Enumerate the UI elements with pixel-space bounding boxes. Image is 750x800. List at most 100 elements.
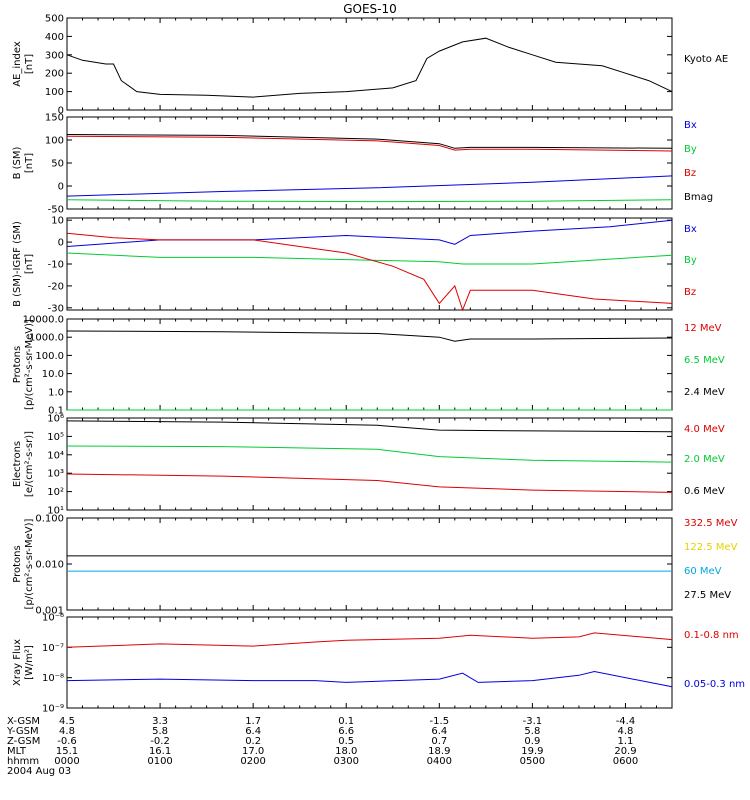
y-axis-label: Electrons xyxy=(12,441,23,487)
x-row-label: X-GSM xyxy=(7,716,40,727)
y-tick-label: -10 xyxy=(48,260,64,271)
series-line-2-4-mev xyxy=(66,330,673,342)
x-row-value: 0.5 xyxy=(338,736,354,747)
x-row-value: 4.8 xyxy=(59,726,75,737)
panel-frame xyxy=(66,616,673,709)
series-line-bx xyxy=(66,175,673,197)
legend-label: 332.5 MeV xyxy=(684,518,738,529)
y-tick-label: 10.0 xyxy=(42,369,64,380)
y-tick-label: 10⁻⁷ xyxy=(42,643,64,654)
y-tick-label: 50 xyxy=(51,159,64,170)
x-row-value: -0.6 xyxy=(57,736,77,747)
y-axis-label: Protons xyxy=(12,545,23,582)
x-row-value: 5.8 xyxy=(152,726,168,737)
x-row-value: 17.0 xyxy=(242,746,264,757)
x-row-label: hhmm xyxy=(7,756,39,767)
x-row-label: Y-GSM xyxy=(6,726,39,737)
x-row-value: -1.5 xyxy=(430,716,450,727)
series-line-bx xyxy=(66,219,673,247)
legend-label: 2.0 MeV xyxy=(684,454,725,465)
y-tick-label: 10² xyxy=(47,487,64,498)
y-tick-label: 500 xyxy=(45,14,64,25)
y-tick-label: 400 xyxy=(45,32,64,43)
x-row-value: 0.1 xyxy=(338,716,354,727)
series-line-0-1-0-8-nm xyxy=(66,632,673,648)
y-tick-label: 10⁻⁶ xyxy=(42,613,64,624)
panel-xray: 10⁻⁶ 10⁻⁷ 10⁻⁸ 10⁻⁹ Xray Flux [W/m²] 0.1-0.8 n… xyxy=(12,613,745,715)
legend-label: Bz xyxy=(684,287,696,298)
x-row-value: 0400 xyxy=(427,756,452,767)
y-tick-label: 10⁴ xyxy=(47,450,64,461)
x-row-value: 1.1 xyxy=(618,736,634,747)
y-tick-label: 10³ xyxy=(47,469,64,480)
y-tick-label: 0 xyxy=(58,106,64,117)
x-row-label: Z-GSM xyxy=(7,736,40,747)
panel-frame xyxy=(66,517,673,611)
x-axis-labels: X-GSM 4.5 3.3 1.7 0.1 -1.5 -3.1 -4.4 Y-GSM 4.8 5.8… xyxy=(6,716,638,777)
x-row-value: -3.1 xyxy=(523,716,543,727)
y-tick-label: 100 xyxy=(45,87,64,98)
legend-label: 27.5 MeV xyxy=(684,590,731,601)
y-tick-label: 150 xyxy=(45,113,64,124)
panel-frame xyxy=(66,17,673,111)
y-tick-label: 0 xyxy=(58,238,64,249)
legend-label: 4.0 MeV xyxy=(684,424,725,435)
panel-bsm: 150 100 50 0 -50 B (SM) [nT] Bx By Bz Bmag xyxy=(12,113,713,216)
x-row-value: 4.8 xyxy=(618,726,634,737)
y-tick-label: 10 xyxy=(51,216,64,227)
series-line-2-0-mev xyxy=(66,445,673,463)
series-line-by xyxy=(66,252,673,265)
y-axis-label: [nT] xyxy=(24,54,35,74)
series-line-0-6-mev xyxy=(66,420,673,433)
x-row-value: 0.2 xyxy=(245,736,261,747)
legend-label: 0.6 MeV xyxy=(684,486,725,497)
series-line-by xyxy=(66,199,673,203)
x-row-value: 18.9 xyxy=(428,746,450,757)
y-tick-label: 1.0 xyxy=(48,387,64,398)
panel-protons-low: 10000.0 1000.0 100.0 10.0 1.0 0.1 Protons [p/(c… xyxy=(12,315,725,417)
x-row-value: 19.9 xyxy=(521,746,543,757)
x-row-value: 0.9 xyxy=(524,736,540,747)
legend-label: Kyoto AE xyxy=(684,54,728,65)
figure-title: GOES-10 xyxy=(343,2,397,16)
x-row-value: 3.3 xyxy=(152,716,168,727)
panel-frame xyxy=(66,217,673,311)
y-tick-label: 100 xyxy=(45,136,64,147)
legend-label: 12 MeV xyxy=(684,323,722,334)
y-axis-label: AE_index xyxy=(12,41,23,87)
legend-label: 122.5 MeV xyxy=(684,542,738,553)
legend-label: By xyxy=(684,255,697,266)
x-row-label: MLT xyxy=(7,746,27,757)
y-axis-label: [e/(cm²-s-sr)] xyxy=(24,431,35,497)
x-row-value: -4.4 xyxy=(616,716,636,727)
x-row-value: 18.0 xyxy=(335,746,357,757)
legend-label: 6.5 MeV xyxy=(684,355,725,366)
x-row-value: 5.8 xyxy=(524,726,540,737)
legend-label: Bmag xyxy=(684,192,713,203)
y-tick-label: 0.100 xyxy=(35,514,64,525)
y-tick-label: 100.0 xyxy=(35,351,64,362)
x-row-value: 0100 xyxy=(147,756,172,767)
series-line-bz xyxy=(66,135,673,152)
x-row-value: 0000 xyxy=(54,756,79,767)
series-line-bmag xyxy=(66,134,673,149)
legend-label: 0.1-0.8 nm xyxy=(684,630,739,641)
legend-label: 60 MeV xyxy=(684,566,722,577)
x-row-value: 0500 xyxy=(520,756,545,767)
x-row-value: 0600 xyxy=(613,756,638,767)
y-tick-label: -50 xyxy=(48,205,64,216)
panel-frame xyxy=(66,417,673,511)
x-row-value: 6.6 xyxy=(338,726,354,737)
y-tick-label: 1000.0 xyxy=(29,333,64,344)
y-tick-label: 10⁻⁸ xyxy=(42,673,64,684)
y-tick-label: 10⁶ xyxy=(47,414,64,425)
y-tick-label: 10¹ xyxy=(47,506,64,517)
y-axis-label: [nT] xyxy=(24,153,35,173)
x-row-value: -0.2 xyxy=(150,736,170,747)
panel-bsmigrf: 10 0 -10 -20 -30 B (SM)-IGRF (SM) [nT] Bx By Bz xyxy=(12,216,697,315)
series-line-bz xyxy=(66,232,673,312)
legend-label: 2.4 MeV xyxy=(684,387,725,398)
y-axis-label: B (SM)-IGRF (SM) xyxy=(12,221,23,307)
y-tick-label: 10000.0 xyxy=(23,315,64,326)
